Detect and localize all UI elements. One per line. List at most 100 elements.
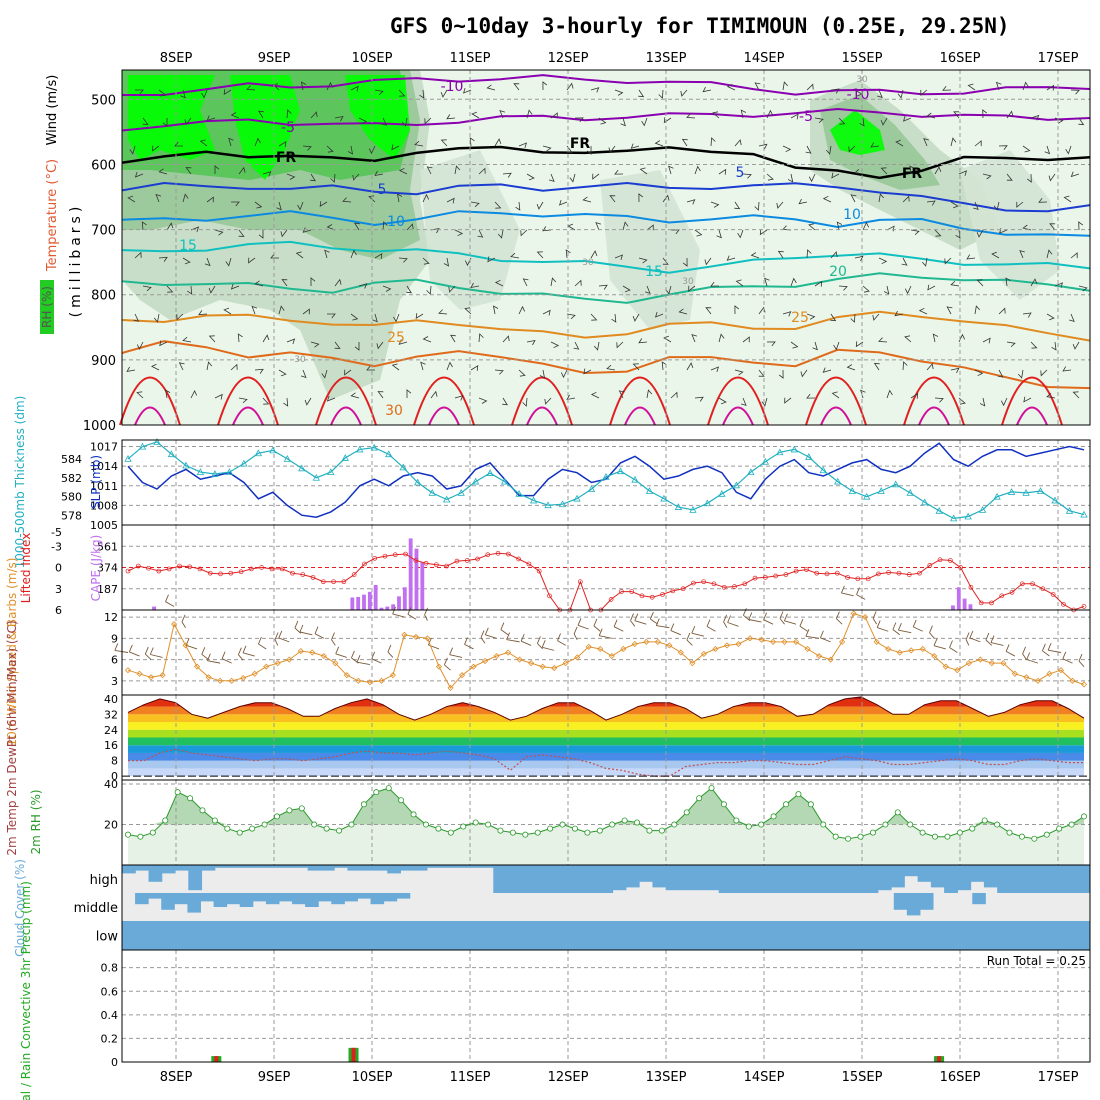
upper-wind-barb [422,193,430,203]
upper-wind-barb [982,109,988,119]
upper-wind-barb [590,87,600,93]
upper-wind-barb [187,285,193,295]
cloud-high-bar [188,865,203,891]
lifted-index-point [331,579,336,585]
rh-region-4 [230,75,300,180]
cloud-high-bar [1050,865,1064,893]
upper-wind-barb [976,229,984,238]
rh-point [956,829,963,836]
upper-wind-barb [542,81,548,91]
surface-wind-barb [424,607,429,621]
cloud-low-bar [1051,921,1065,950]
wind-speed-point [850,610,857,617]
cloud-high-bar [572,865,587,893]
upper-wind-barb [522,397,528,407]
precip-tick-0.6: 0.6 [101,985,119,998]
rh-point [348,821,355,828]
cloud-low-bar [896,921,910,950]
top-date-17sep: 17SEP [1038,51,1079,66]
upper-wind-barb [1022,312,1032,318]
rh-point [770,813,777,820]
precip-tick-0.8: 0.8 [101,962,119,975]
cloud-low-bar [173,921,188,950]
upper-wind-barb [440,89,448,98]
upper-wind-barb [142,285,152,292]
contour-label: 30 [682,277,694,287]
rh-point [236,829,243,836]
wind-speed-point [286,656,293,663]
upper-wind-barb [910,392,919,399]
cloud-high-bar [426,865,441,868]
top-date-12sep: 12SEP [548,51,589,66]
lifted-index-point [310,575,316,580]
upper-wind-barb [398,339,408,345]
bottom-date-9sep: 9SEP [258,1070,291,1085]
cloud-middle-bar [278,893,293,902]
rh-point [708,785,715,792]
upper-wind-barb [850,194,857,203]
upper-wind-barb [944,257,952,265]
thickness-point [356,445,364,453]
dewpoint-line [128,748,1084,777]
temperature-contour-4 [121,210,1091,237]
thickness-point [616,467,625,475]
lifted-index-point [814,570,820,576]
upper-wind-barb [593,341,600,351]
upper-wind-barb [443,257,450,267]
lifted-index-point [701,579,707,585]
cloud-low-bar [818,921,833,950]
cloud-label-low: low [96,930,119,945]
rh-point [559,821,566,828]
surface-wind-barb [933,638,946,650]
wind-speed-point [1057,667,1065,674]
temp-tick-8: 8 [111,755,118,768]
rh-point [199,807,206,814]
upper-wind-barb [1006,110,1014,119]
upper-wind-barb [718,333,725,343]
cloud-low-bar [741,921,755,950]
lifted-index-point [505,551,511,557]
lifted-index-point [948,558,953,563]
surface-wind-barb [506,632,520,643]
upper-wind-barb [590,313,598,321]
upper-wind-barb [539,369,546,379]
top-date-11sep: 11SEP [450,51,491,66]
rh-point [634,819,641,826]
upper-wind-barb [1069,313,1075,323]
upper-wind-barb [1070,252,1078,259]
upper-wind-barb [126,366,136,372]
upper-wind-barb [513,83,520,91]
thickness-point [978,506,987,513]
upper-wind-barb [201,89,208,99]
cloud-high-bar [639,865,653,882]
temp-tick-16: 16 [104,739,118,752]
thickness-point [558,500,567,508]
temperature-contour-0 [122,74,1091,96]
upper-wind-barb [158,168,168,175]
cloud-high-bar [228,865,242,868]
cloud-low-bar [276,921,291,950]
upper-wind-barb [398,167,408,175]
cloud-middle-bar [239,893,254,907]
cloud-high-bar [122,865,136,874]
rh-point [733,817,740,824]
rh-point [509,829,516,836]
surface-wind-barb [1062,651,1073,664]
cloud-low-bar [405,921,420,950]
cloud-high-bar [678,865,693,891]
upper-wind-barb [510,252,520,259]
surface-wind-barb [655,618,670,629]
upper-wind-barb [974,369,984,377]
thickness-point [631,475,639,483]
surface-inner-contour-0 [134,406,166,426]
thickness-point [776,448,784,456]
cloud-high-bar [877,865,892,891]
lifted-index-point [629,589,635,594]
rh-point [609,821,616,828]
upper-wind-barb [1022,81,1029,91]
upper-wind-barb [958,170,968,176]
cloud-low-bar [960,921,975,950]
bottom-date-12sep: 12SEP [548,1070,589,1085]
contour-label: -10 [847,87,870,103]
cloud-low-bar [380,921,394,950]
